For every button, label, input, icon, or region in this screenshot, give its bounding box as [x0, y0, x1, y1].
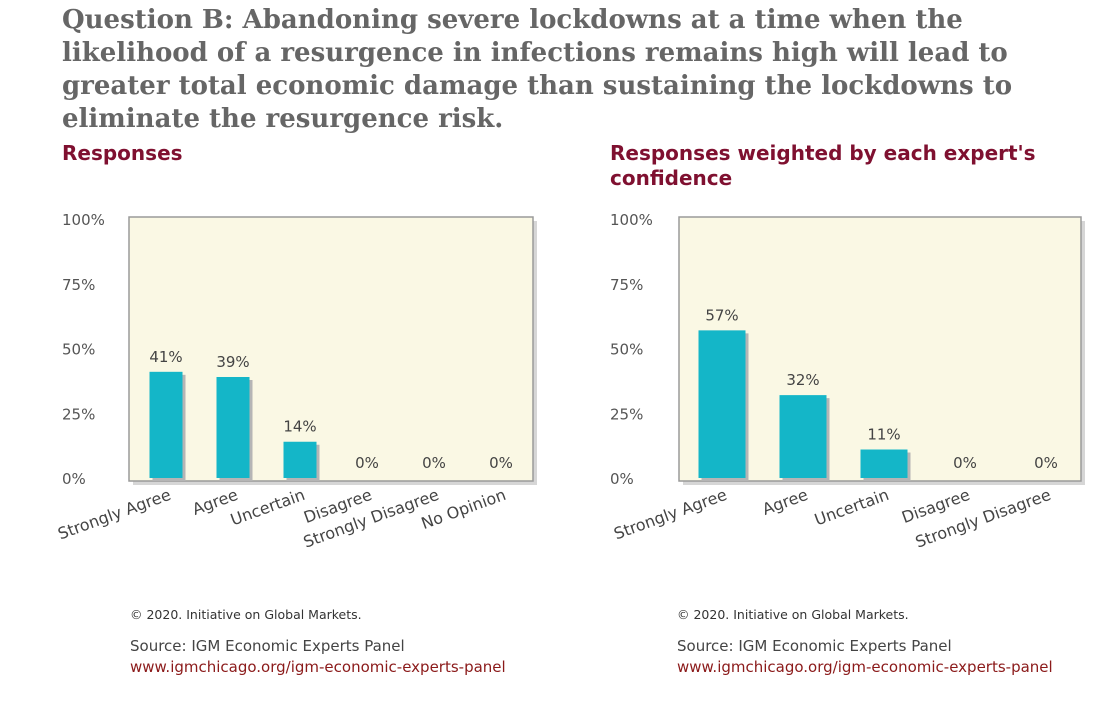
y-tick-label: 100%: [62, 211, 105, 229]
x-tick-label: Strongly Disagree: [913, 485, 1054, 552]
weighted-responses-bar-chart: 0% 25% 50% 75% 100% 57% Strongly Agree 32% Agree…: [610, 211, 1085, 552]
x-tick-label: Strongly Agree: [55, 485, 173, 543]
bar-value-label: 14%: [283, 418, 316, 436]
bar: [698, 330, 746, 478]
y-tick-label: 100%: [610, 211, 653, 229]
bar-value-label: 0%: [355, 454, 379, 472]
bar-value-label: 57%: [705, 306, 738, 324]
bar-value-label: 0%: [489, 454, 513, 472]
bar: [779, 395, 827, 478]
plot-area: [128, 216, 534, 482]
y-tick-label: 0%: [610, 470, 634, 488]
y-tick-label: 75%: [610, 276, 643, 294]
bar-value-label: 11%: [867, 426, 900, 444]
copyright-left: © 2020. Initiative on Global Markets.: [130, 607, 362, 622]
bar-value-label: 0%: [1034, 454, 1058, 472]
y-tick-label: 50%: [610, 341, 643, 359]
bar-value-label: 39%: [216, 353, 249, 371]
y-tick-label: 0%: [62, 470, 86, 488]
bar: [149, 371, 183, 478]
source-left: Source: IGM Economic Experts Panel: [130, 637, 405, 655]
source-link-left[interactable]: www.igmchicago.org/igm-economic-experts-…: [130, 658, 506, 676]
y-tick-label: 25%: [610, 405, 643, 423]
chart-title-responses: Responses: [62, 141, 183, 165]
y-tick-label: 50%: [62, 341, 95, 359]
source-link-right[interactable]: www.igmchicago.org/igm-economic-experts-…: [677, 658, 1053, 676]
bar: [860, 449, 908, 478]
source-right: Source: IGM Economic Experts Panel: [677, 637, 952, 655]
bar-value-label: 0%: [953, 454, 977, 472]
x-tick-label: Agree: [760, 485, 811, 519]
bar-value-label: 0%: [422, 454, 446, 472]
y-tick-label: 75%: [62, 276, 95, 294]
copyright-right: © 2020. Initiative on Global Markets.: [677, 607, 909, 622]
bar: [216, 376, 250, 478]
x-tick-label: Uncertain: [228, 485, 308, 529]
y-tick-label: 25%: [62, 405, 95, 423]
responses-bar-chart: 0%25%50%75%100%41%Strongly Agree39%Agree…: [55, 211, 537, 552]
bar-value-label: 32%: [786, 371, 819, 389]
question-title: Question B: Abandoning severe lockdowns …: [62, 5, 1013, 134]
x-tick-label: Uncertain: [812, 485, 892, 529]
bar: [283, 441, 317, 478]
bar-value-label: 41%: [149, 348, 182, 366]
chart-title-weighted: Responses weighted by each expert's conf…: [610, 141, 1036, 190]
x-tick-label: Strongly Agree: [611, 485, 729, 543]
